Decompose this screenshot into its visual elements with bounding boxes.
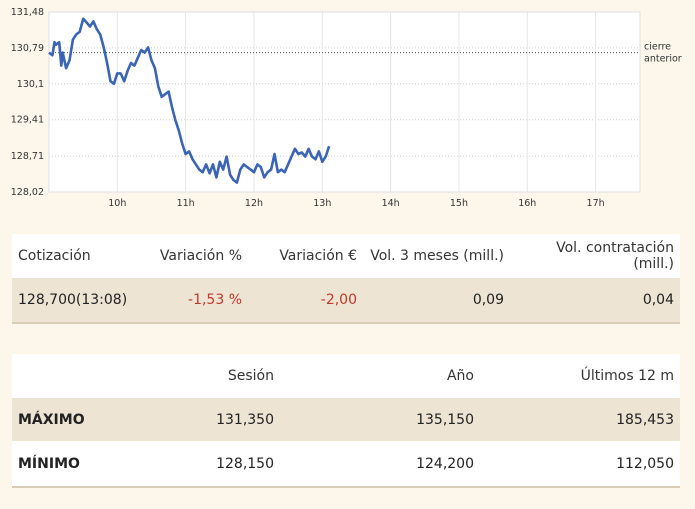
y-tick-label: 130,79 (11, 43, 44, 54)
x-tick-label: 11h (177, 198, 195, 209)
minimo-ano: 124,200 (280, 441, 480, 488)
minimo-12m: 112,050 (480, 441, 680, 488)
range-header-blank (12, 354, 120, 398)
range-table: Sesión Año Últimos 12 m MÁXIMO 131,350 1… (12, 354, 680, 488)
header-cotizacion: Cotización (12, 234, 142, 278)
minimo-label: MÍNIMO (12, 441, 120, 488)
header-variacion-eur: Variación € (248, 234, 363, 278)
plot-border (48, 11, 641, 193)
x-tick-label: 12h (245, 198, 263, 209)
previous-close-label-line1: cierre (644, 42, 671, 53)
x-tick-label: 13h (313, 198, 331, 209)
minimo-sesion: 128,150 (120, 441, 280, 488)
maximo-12m: 185,453 (480, 398, 680, 441)
price-series (48, 17, 331, 184)
cotizacion-value: 128,700(13:08) (12, 278, 142, 324)
y-tick-label: 129,41 (11, 115, 44, 126)
maximo-row: MÁXIMO 131,350 135,150 185,453 (12, 398, 680, 441)
variacion-eur-value: -2,00 (248, 278, 363, 324)
header-vol-contratacion: Vol. contratación (mill.) (510, 234, 680, 278)
y-axis: 131,48 130,79 130,1 129,41 128,71 128,02 (11, 7, 44, 198)
x-tick-label: 10h (108, 198, 126, 209)
variacion-pct-value: -1,53 % (142, 278, 248, 324)
quote-value-row: 128,700(13:08) -1,53 % -2,00 0,09 0,04 (12, 278, 680, 324)
vol-contratacion-value: 0,04 (510, 278, 680, 324)
y-tick-label: 131,48 (11, 7, 44, 18)
quote-header-row: Cotización Variación % Variación € Vol. … (12, 234, 680, 278)
maximo-label: MÁXIMO (12, 398, 120, 441)
header-ano: Año (280, 354, 480, 398)
x-tick-label: 16h (518, 198, 536, 209)
maximo-sesion: 131,350 (120, 398, 280, 441)
range-header-row: Sesión Año Últimos 12 m (12, 354, 680, 398)
x-axis: 10h 11h 12h 13h 14h 15h 16h 17h (108, 198, 604, 209)
y-tick-label: 128,02 (11, 187, 44, 198)
price-line (48, 17, 331, 184)
vol-3-meses-value: 0,09 (363, 278, 510, 324)
x-tick-label: 15h (450, 198, 468, 209)
header-sesion: Sesión (120, 354, 280, 398)
x-tick-label: 17h (587, 198, 605, 209)
chart-plot-area (49, 12, 640, 192)
minimo-row: MÍNIMO 128,150 124,200 112,050 (12, 441, 680, 488)
quote-table: Cotización Variación % Variación € Vol. … (12, 234, 680, 324)
y-tick-label: 130,1 (17, 79, 44, 90)
header-variacion-pct: Variación % (142, 234, 248, 278)
header-ultimos-12m: Últimos 12 m (480, 354, 680, 398)
header-vol-3-meses: Vol. 3 meses (mill.) (363, 234, 510, 278)
chart-grid (48, 11, 641, 193)
x-tick-label: 14h (382, 198, 400, 209)
y-tick-label: 128,71 (11, 151, 44, 162)
previous-close-label-line2: anterior (644, 54, 682, 65)
maximo-ano: 135,150 (280, 398, 480, 441)
